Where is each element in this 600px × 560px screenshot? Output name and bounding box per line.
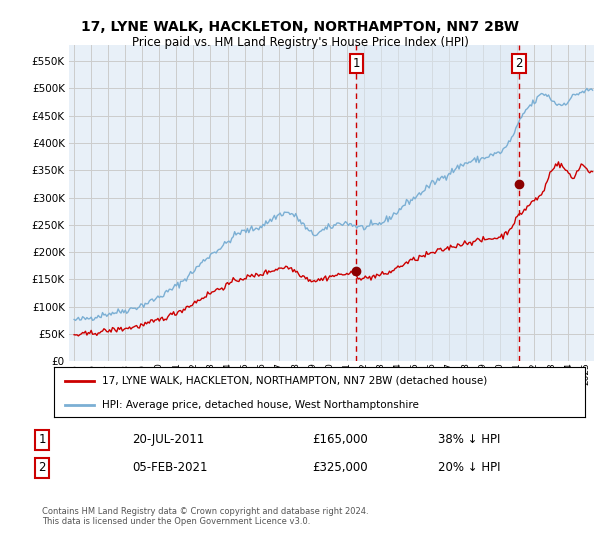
Text: 17, LYNE WALK, HACKLETON, NORTHAMPTON, NN7 2BW: 17, LYNE WALK, HACKLETON, NORTHAMPTON, N… [81, 20, 519, 34]
Text: £165,000: £165,000 [312, 433, 368, 446]
Text: 05-FEB-2021: 05-FEB-2021 [132, 461, 208, 474]
Text: 20-JUL-2011: 20-JUL-2011 [132, 433, 204, 446]
Text: 38% ↓ HPI: 38% ↓ HPI [438, 433, 500, 446]
Bar [356, 45, 519, 361]
Text: £325,000: £325,000 [312, 461, 368, 474]
Text: 2: 2 [515, 57, 523, 71]
Text: 2: 2 [38, 461, 46, 474]
Text: 1: 1 [38, 433, 46, 446]
Text: HPI: Average price, detached house, West Northamptonshire: HPI: Average price, detached house, West… [102, 400, 419, 409]
Text: Price paid vs. HM Land Registry's House Price Index (HPI): Price paid vs. HM Land Registry's House … [131, 36, 469, 49]
Text: 1: 1 [352, 57, 360, 71]
Text: Contains HM Land Registry data © Crown copyright and database right 2024.
This d: Contains HM Land Registry data © Crown c… [42, 507, 368, 526]
Text: 20% ↓ HPI: 20% ↓ HPI [438, 461, 500, 474]
Text: 17, LYNE WALK, HACKLETON, NORTHAMPTON, NN7 2BW (detached house): 17, LYNE WALK, HACKLETON, NORTHAMPTON, N… [102, 376, 487, 386]
